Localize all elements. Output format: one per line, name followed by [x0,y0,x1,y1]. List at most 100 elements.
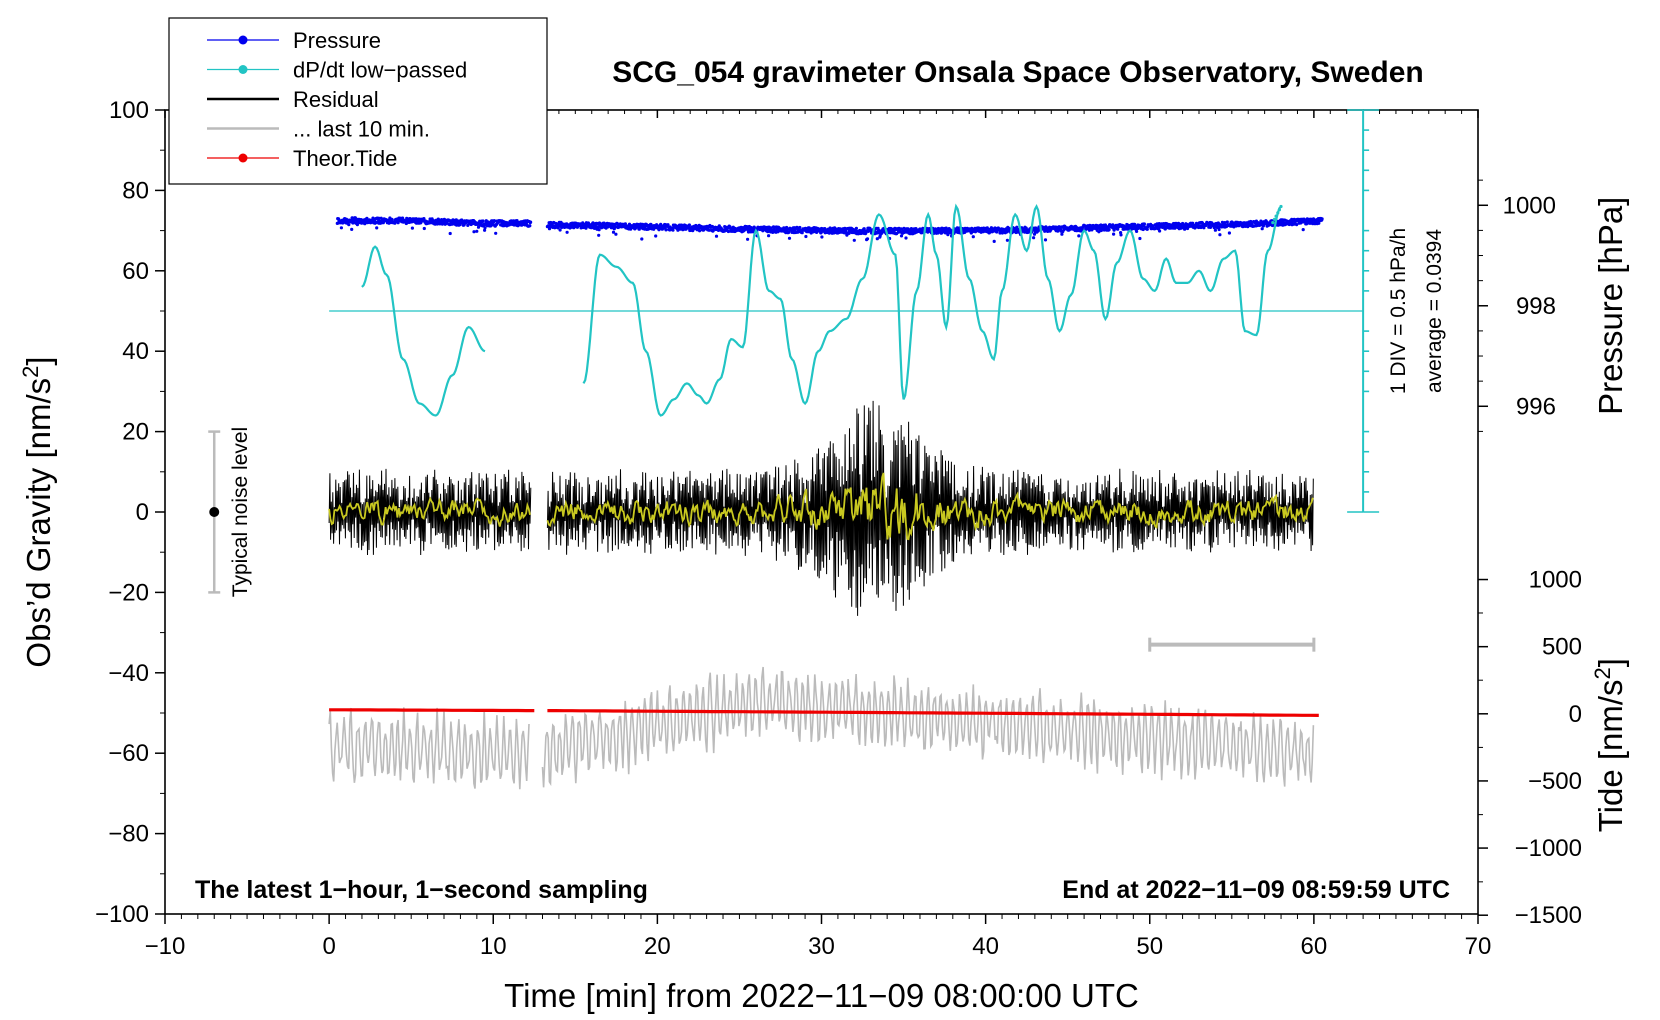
pressure-point [1145,227,1149,231]
y-tick-label: 20 [122,419,149,446]
x-tick-label: 60 [1301,933,1328,960]
pressure-point [483,226,487,230]
pressure-point [746,237,750,241]
pressure-point [1208,225,1213,229]
pressure-point [875,237,879,241]
pressure-axis-label: Pressure [hPa] [1592,197,1629,415]
pressure-point [1202,226,1206,230]
pressure-point [671,228,675,232]
pressure-point [1112,232,1116,236]
y-axis-label-end: ] [20,356,57,365]
dpdt-point [1279,204,1283,209]
legend-marker [238,65,248,74]
y-tick-label: −20 [108,579,149,606]
y-axis-label-main: Obs’d Gravity [nm/s [20,378,57,668]
pressure-point [1119,233,1123,237]
y-axis-label: Obs’d Gravity [nm/s2] [18,356,57,667]
annotations: The latest 1−hour, 1−second sampling End … [195,109,1450,904]
pressure-point [611,230,616,234]
tide-line-2 [547,708,1319,717]
pressure-point [1217,227,1221,232]
x-tick-label: 40 [972,933,999,960]
pressure-point [1032,236,1036,240]
pressure-point [1191,221,1195,225]
last10-line-1 [328,707,530,790]
pressure-point [687,223,692,227]
pressure-point [623,222,628,226]
pressure-point [902,226,906,230]
pressure-point [347,223,351,227]
tide-axis-label: Tide [nm/s2] [1590,658,1629,832]
pressure-point [440,222,444,226]
legend-label: Theor.Tide [293,146,397,171]
residual-line-1 [328,468,532,556]
pressure-point [985,226,989,230]
pressure-point [1142,222,1146,226]
pressure-point [1218,233,1222,237]
pressure-point [1135,229,1139,233]
pressure-point [410,226,414,230]
legend: Pressure dP/dt low−passed Residual ... last… [168,17,548,185]
pressure-tick-label: 996 [1516,393,1556,420]
pressure-point [1301,228,1305,232]
pressure-point [481,219,485,223]
tide-tick-label: −1000 [1515,835,1582,862]
pressure-point [350,227,354,231]
pressure-point [664,228,668,232]
chart-title: SCG_054 gravimeter Onsala Space Observat… [612,56,1424,89]
pressure-point [1060,232,1064,236]
pressure-point [472,230,476,234]
y-tick-label: 60 [122,258,149,285]
y-tick-label: 100 [109,97,149,124]
x-tick-label: 10 [480,933,507,960]
pressure-point [1227,231,1231,235]
pressure-point [654,234,658,238]
pressure-point [800,231,804,235]
x-tick-label: 30 [808,933,835,960]
pressure-point [355,223,359,227]
pressure-point [640,237,644,241]
y-tick-label: −40 [108,660,149,687]
pressure-point [483,228,487,232]
pressure-point [1005,238,1010,242]
pressure-point [390,217,394,221]
tide-tick-label: −1500 [1515,902,1582,929]
legend-box [168,17,548,185]
pressure-point [451,218,455,222]
y-tick-label: 0 [136,499,149,526]
pressure-point [422,217,426,221]
dpdt-point [1271,221,1275,225]
y-tick-label: 80 [122,177,149,204]
pressure-point [899,234,904,238]
tide-tick-label: 1000 [1529,567,1582,594]
tide-axis-label-end: ] [1592,658,1629,667]
pressure-point [1223,221,1227,225]
pressure-point [707,228,711,232]
pressure-tick-label: 1000 [1503,192,1556,219]
dpdt-point [1274,214,1278,218]
dpdt-line-2 [582,203,1282,417]
pressure-point [820,235,824,239]
dpdt-scale-label: 1 DIV = 0.5 hPa/h [1387,228,1410,394]
pressure-point [1265,220,1269,224]
pressure-point [1116,227,1120,231]
legend-marker [238,153,248,163]
plot-series [328,203,1364,790]
pressure-point [1295,223,1299,227]
pressure-point [614,232,618,236]
dpdt-point [1272,217,1277,221]
y-axis-label-sup: 2 [18,366,43,378]
pressure-point [798,225,802,230]
residual-smooth-line-2 [546,472,1314,541]
pressure-point [787,230,791,234]
pressure-point [1043,238,1048,242]
pressure-point [726,229,731,234]
x-tick-label: −10 [145,933,186,960]
x-tick-label: 0 [322,933,335,960]
pressure-point [1213,228,1217,232]
dpdt-line-1 [361,245,486,417]
residual-line-2 [546,400,1314,616]
pressure-point [375,226,379,230]
pressure-point [1320,217,1324,221]
pressure-series [335,216,1324,243]
